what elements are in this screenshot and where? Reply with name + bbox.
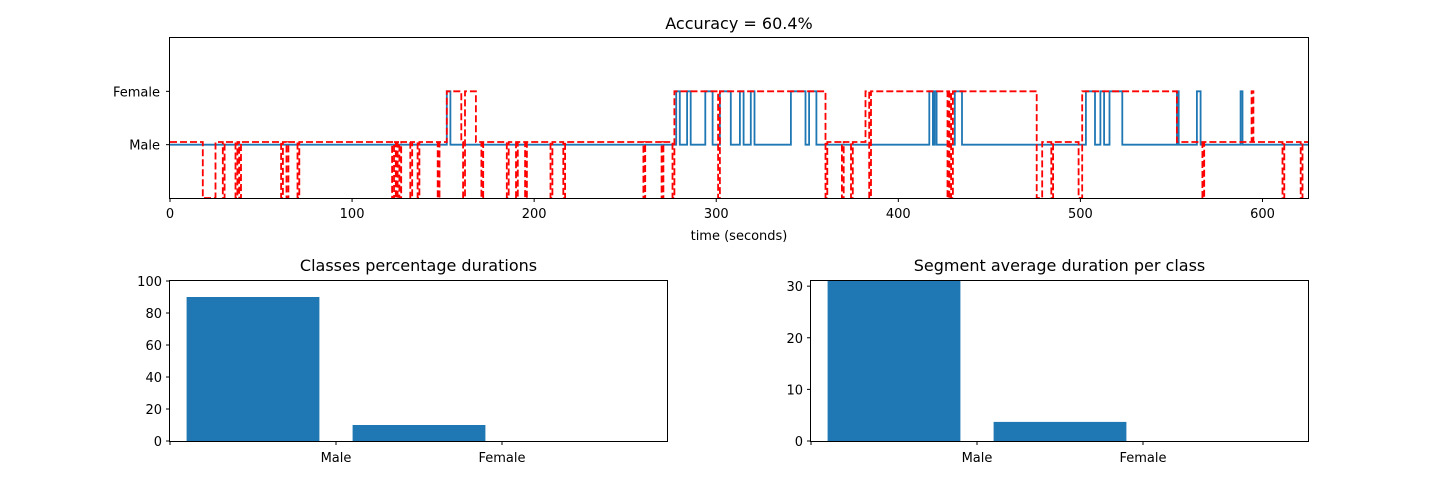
segment-duration-y-tick-label: 10 — [786, 383, 803, 398]
timeline-plot-frame — [169, 37, 1309, 199]
timeline-title: Accuracy = 60.4% — [665, 14, 812, 33]
class-percentage-y-tick-label: 0 — [154, 435, 162, 450]
class-percentage-bar-male — [186, 297, 320, 441]
timeline-x-tick-label: 200 — [522, 207, 547, 222]
timeline-x-axis-label: time (seconds) — [691, 229, 788, 244]
timeline-x-tick-label: 300 — [704, 207, 729, 222]
timeline-x-tick-label: 100 — [340, 207, 365, 222]
timeline-x-tick-label: 400 — [886, 207, 911, 222]
timeline-x-tick-label: 0 — [166, 207, 174, 222]
segment-duration-x-tick-label: Male — [962, 451, 993, 466]
class-percentage-chart: Classes percentage durations Male Female 0… — [137, 256, 668, 466]
class-percentage-plot-frame — [169, 280, 668, 442]
segment-duration-plot-frame — [810, 280, 1309, 442]
timeline-series-solid-line — [170, 90, 1308, 146]
segment-duration-bar-male — [827, 281, 961, 441]
class-percentage-title: Classes percentage durations — [300, 256, 537, 275]
class-percentage-y-tick-label: 100 — [137, 275, 162, 290]
class-percentage-y-tick-label: 60 — [145, 339, 162, 354]
timeline-y-tick-label: Male — [129, 139, 160, 154]
segment-duration-y-tick-label: 20 — [786, 332, 803, 347]
class-percentage-x-tick-label: Male — [321, 451, 352, 466]
timeline-x-tick-label: 600 — [1250, 207, 1275, 222]
class-percentage-x-tick-label: Female — [478, 451, 525, 466]
segment-duration-bar-female — [993, 421, 1127, 441]
class-percentage-y-tick-label: 40 — [145, 371, 162, 386]
class-percentage-y-tick-label: 20 — [145, 403, 162, 418]
segment-duration-y-tick-label: 0 — [795, 435, 803, 450]
segment-duration-chart: Segment average duration per class Male F… — [786, 256, 1309, 466]
segment-duration-title: Segment average duration per class — [914, 256, 1205, 275]
class-percentage-bar-female — [352, 425, 486, 441]
segment-duration-y-tick-label: 30 — [786, 280, 803, 295]
timeline-x-tick-label: 500 — [1068, 207, 1093, 222]
timeline-chart: Accuracy = 60.4% 0 100 200 300 400 500 600 Male… — [113, 14, 1309, 244]
segment-duration-x-tick-label: Female — [1119, 451, 1166, 466]
class-percentage-y-tick-label: 80 — [145, 307, 162, 322]
timeline-y-tick-label: Female — [113, 85, 160, 100]
